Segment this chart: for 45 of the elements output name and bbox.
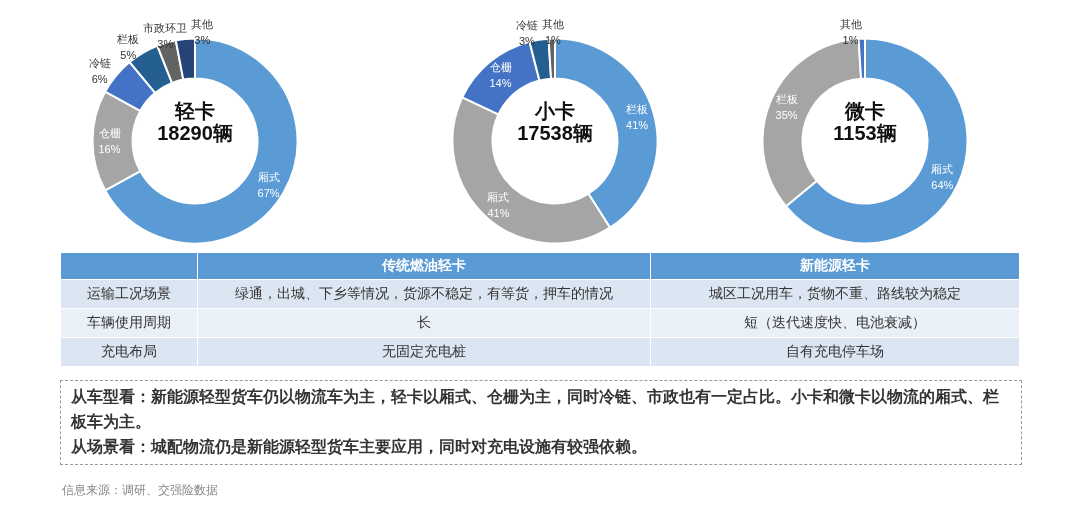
text: 从车型看：新能源轻型货车仍以物流车为主，轻卡以厢式、仓栅为主，同时冷链、市政也有一定占比。小卡和微卡以物流的厢式、栏板车为主。: [71, 387, 1000, 433]
data-label: 14%: [489, 77, 512, 90]
text: 长: [416, 314, 431, 330]
data-label: 64%: [931, 179, 954, 192]
text: 短（迭代速度快、电池衰减）: [743, 314, 926, 330]
text: 无固定充电桩: [381, 343, 466, 359]
text: 城区工况用车，货物不重、路线较为稳定: [708, 285, 961, 301]
data-label: 41%: [626, 119, 649, 132]
slice-label: 仓栅: [489, 61, 512, 74]
slice-label: 其他: [541, 17, 564, 30]
data-label: 5%: [120, 48, 137, 61]
text: 微卡: [844, 100, 885, 122]
category-label: 传统燃油轻卡: [197, 252, 651, 280]
data-label: 35%: [775, 109, 798, 122]
slice-label: 其他: [839, 17, 862, 30]
slice-label: 栏板: [116, 32, 140, 45]
data-label: 1%: [842, 33, 859, 46]
data-label: 3%: [518, 34, 536, 47]
data-label: 41%: [487, 207, 510, 220]
category-label: 充电布局: [101, 343, 158, 359]
text: 自有充电停车场: [785, 343, 884, 359]
slice-label: 市政环卫: [143, 21, 188, 34]
text: 信息来源：调研、交强险数据: [62, 482, 218, 499]
slice-label: 冷链: [515, 18, 538, 31]
slice-label: 厢式: [257, 170, 280, 183]
data-label: 67%: [257, 186, 280, 199]
text: 轻卡: [174, 100, 215, 122]
slice-label: 厢式: [487, 191, 510, 204]
slice-label: 栏板: [774, 93, 798, 106]
category-label: 新能源轻卡: [650, 252, 1020, 280]
category-label: 运输工况场景: [87, 285, 172, 301]
text: 1153辆: [833, 122, 897, 144]
data-label: 6%: [91, 73, 108, 86]
category-label: 车辆使用周期: [87, 314, 172, 330]
text: 18290辆: [157, 122, 233, 144]
slice-label: 其他: [191, 17, 214, 30]
text: 从场景看：城配物流仍是新能源轻型货车主要应用，同时对充电设施有较强依赖。: [71, 437, 648, 458]
slice-label: 厢式: [931, 163, 954, 176]
text: 绿通，出城、下乡等情况，货源不稳定，有等货，押车的情况: [234, 285, 613, 301]
slice-label: 栏板: [625, 103, 649, 116]
text: 小卡: [534, 100, 575, 122]
slice-label: 冷链: [88, 57, 111, 70]
text: 17538辆: [517, 122, 593, 144]
slice-label: 仓栅: [98, 127, 121, 139]
data-label: 16%: [98, 143, 121, 155]
